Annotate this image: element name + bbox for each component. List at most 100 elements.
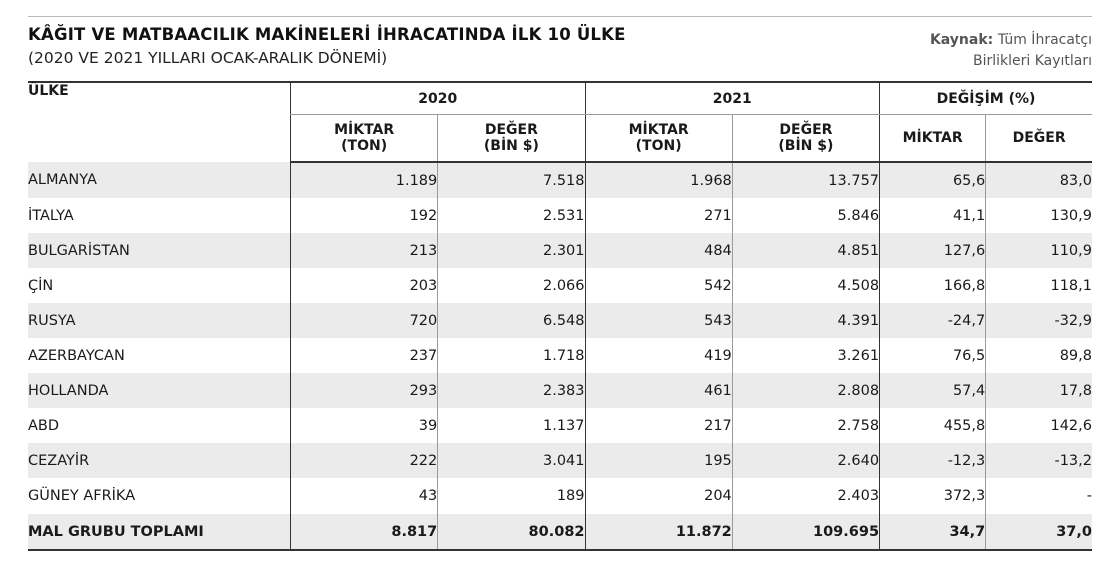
table-row: RUSYA 720 6.548 543 4.391 -24,7 -32,9 xyxy=(28,303,1092,338)
source-label: Kaynak: xyxy=(929,32,994,48)
value-2020-cell: 1.137 xyxy=(437,408,586,443)
change-value-cell: 83,0 xyxy=(985,162,1092,198)
change-qty-cell: 166,8 xyxy=(879,268,986,303)
total-row: MAL GRUBU TOPLAMI 8.817 80.082 11.872 10… xyxy=(28,513,1092,551)
value-2021-cell: 2.758 xyxy=(731,408,880,443)
qty-2021-cell: 217 xyxy=(584,408,733,443)
value-2021-cell: 4.508 xyxy=(731,268,880,303)
change-header: DEĞİŞİM (%) xyxy=(879,81,1092,115)
table-row: HOLLANDA 293 2.383 461 2.808 57,4 17,8 xyxy=(28,373,1092,408)
country-cell: RUSYA xyxy=(28,303,291,338)
country-cell: BULGARİSTAN xyxy=(28,233,291,268)
change-qty-cell: 65,6 xyxy=(879,162,986,198)
value-2021-header: DEĞER (BİN $) xyxy=(731,114,880,163)
export-table: ÜLKE 2020 2021 DEĞİŞİM (%) MİKTAR (TON) D… xyxy=(28,81,1092,551)
source-note: Kaynak: Tüm İhracatçı Birlikleri Kayıtla… xyxy=(930,30,1092,72)
value-2021-cell: 13.757 xyxy=(731,162,880,198)
value-2021-cell: 3.261 xyxy=(731,338,880,373)
value-2021-cell: 4.391 xyxy=(731,303,880,338)
total-value-2021-cell: 109.695 xyxy=(731,513,880,551)
country-cell: İTALYA xyxy=(28,198,291,233)
value-2020-cell: 2.301 xyxy=(437,233,586,268)
source-line-1: Tüm İhracatçı xyxy=(997,32,1092,48)
total-change-value-cell: 37,0 xyxy=(985,513,1092,551)
value-2021-cell: 4.851 xyxy=(731,233,880,268)
value-2020-cell: 2.066 xyxy=(437,268,586,303)
qty-2021-cell: 195 xyxy=(584,443,733,478)
qty-2021-cell: 419 xyxy=(584,338,733,373)
qty-2021-cell: 543 xyxy=(584,303,733,338)
country-column-header: ÜLKE xyxy=(28,81,291,162)
qty-2020-cell: 222 xyxy=(289,443,438,478)
change-value-cell: 89,8 xyxy=(985,338,1092,373)
table-body: ALMANYA 1.189 7.518 1.968 13.757 65,6 83… xyxy=(28,162,1092,551)
qty-2020-cell: 39 xyxy=(289,408,438,443)
table-row: BULGARİSTAN 213 2.301 484 4.851 127,6 11… xyxy=(28,233,1092,268)
change-value-cell: 142,6 xyxy=(985,408,1092,443)
table-row: CEZAYİR 222 3.041 195 2.640 -12,3 -13,2 xyxy=(28,443,1092,478)
value-2021-cell: 2.640 xyxy=(731,443,880,478)
change-qty-cell: -12,3 xyxy=(879,443,986,478)
change-qty-cell: 57,4 xyxy=(879,373,986,408)
top-rule xyxy=(28,16,1092,17)
value-2020-header: DEĞER (BİN $) xyxy=(437,114,586,163)
change-value-cell: - xyxy=(985,478,1092,514)
year-2021-header: 2021 xyxy=(584,81,880,115)
qty-2021-cell: 271 xyxy=(584,198,733,233)
qty-2021-cell: 204 xyxy=(584,478,733,514)
qty-2021-cell: 542 xyxy=(584,268,733,303)
total-change-qty-cell: 34,7 xyxy=(879,513,986,551)
country-cell: ABD xyxy=(28,408,291,443)
change-value-cell: 118,1 xyxy=(985,268,1092,303)
qty-2020-cell: 293 xyxy=(289,373,438,408)
qty-2021-cell: 1.968 xyxy=(584,162,733,198)
value-2020-cell: 6.548 xyxy=(437,303,586,338)
page-title: KÂĞIT VE MATBAACILIK MAKİNELERİ İHRACATI… xyxy=(28,25,626,44)
value-2020-cell: 3.041 xyxy=(437,443,586,478)
country-cell: ÇİN xyxy=(28,268,291,303)
change-qty-cell: 455,8 xyxy=(879,408,986,443)
table-row: ALMANYA 1.189 7.518 1.968 13.757 65,6 83… xyxy=(28,162,1092,198)
value-2020-cell: 7.518 xyxy=(437,162,586,198)
table-row: GÜNEY AFRİKA 43 189 204 2.403 372,3 - xyxy=(28,478,1092,514)
qty-2021-cell: 484 xyxy=(584,233,733,268)
change-value-cell: -32,9 xyxy=(985,303,1092,338)
country-cell: CEZAYİR xyxy=(28,443,291,478)
country-cell: ALMANYA xyxy=(28,162,291,198)
country-cell: GÜNEY AFRİKA xyxy=(28,478,291,514)
change-qty-header: MİKTAR xyxy=(879,114,986,163)
qty-2020-header: MİKTAR (TON) xyxy=(289,114,438,163)
country-cell: AZERBAYCAN xyxy=(28,338,291,373)
qty-2020-cell: 237 xyxy=(289,338,438,373)
change-value-cell: 130,9 xyxy=(985,198,1092,233)
change-qty-cell: 372,3 xyxy=(879,478,986,514)
table-row: İTALYA 192 2.531 271 5.846 41,1 130,9 xyxy=(28,198,1092,233)
table-row: ÇİN 203 2.066 542 4.508 166,8 118,1 xyxy=(28,268,1092,303)
total-label-cell: MAL GRUBU TOPLAMI xyxy=(28,513,291,551)
value-2020-cell: 2.531 xyxy=(437,198,586,233)
change-qty-cell: 76,5 xyxy=(879,338,986,373)
value-2021-cell: 2.403 xyxy=(731,478,880,514)
change-qty-cell: 41,1 xyxy=(879,198,986,233)
value-2020-cell: 1.718 xyxy=(437,338,586,373)
value-2021-cell: 2.808 xyxy=(731,373,880,408)
qty-2020-cell: 720 xyxy=(289,303,438,338)
value-2020-cell: 2.383 xyxy=(437,373,586,408)
total-qty-2020-cell: 8.817 xyxy=(289,513,438,551)
value-2021-cell: 5.846 xyxy=(731,198,880,233)
total-qty-2021-cell: 11.872 xyxy=(584,513,733,551)
qty-2020-cell: 203 xyxy=(289,268,438,303)
change-qty-cell: 127,6 xyxy=(879,233,986,268)
qty-2020-cell: 43 xyxy=(289,478,438,514)
qty-2021-header: MİKTAR (TON) xyxy=(584,114,733,163)
table-row: ABD 39 1.137 217 2.758 455,8 142,6 xyxy=(28,408,1092,443)
page-subtitle: (2020 VE 2021 YILLARI OCAK-ARALIK DÖNEMİ… xyxy=(28,49,388,67)
value-2020-cell: 189 xyxy=(437,478,586,514)
year-2020-header: 2020 xyxy=(289,81,586,115)
source-line-2: Birlikleri Kayıtları xyxy=(972,53,1092,69)
country-cell: HOLLANDA xyxy=(28,373,291,408)
qty-2020-cell: 192 xyxy=(289,198,438,233)
change-value-header: DEĞER xyxy=(985,114,1092,163)
change-qty-cell: -24,7 xyxy=(879,303,986,338)
change-value-cell: 110,9 xyxy=(985,233,1092,268)
